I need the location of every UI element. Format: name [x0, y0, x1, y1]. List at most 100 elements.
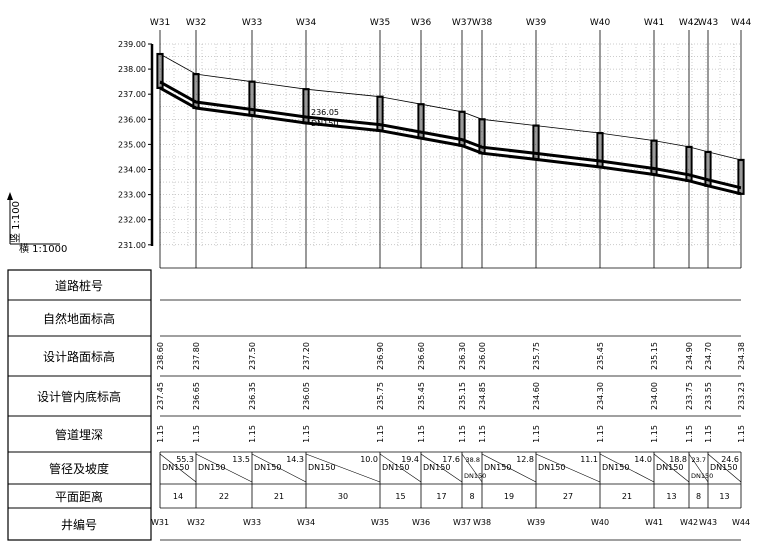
pipe-depth: 1.15	[704, 425, 713, 443]
manhole	[376, 95, 384, 132]
plan-distance: 27	[563, 492, 573, 501]
pipe-depth: 1.15	[532, 425, 541, 443]
pipe-invert-elevation: 234.30	[596, 382, 605, 410]
slope-diagonal	[461, 453, 483, 483]
invert-annotation-level: 236.05	[311, 108, 339, 117]
pipe-profile: 236.05 DN150	[156, 52, 745, 196]
plan-distance: 8	[469, 492, 474, 501]
well-top-label: W43	[698, 18, 718, 28]
plan-distance: 15	[395, 492, 405, 501]
plan-distance: 22	[219, 492, 229, 501]
manhole	[704, 150, 712, 187]
pipe-diameter: DN150	[464, 472, 486, 480]
elevation-tick-label: 232.00	[118, 216, 146, 225]
design-surface-elevation: 234.70	[704, 342, 713, 370]
pipe-depth: 1.15	[458, 425, 467, 443]
manhole	[596, 132, 604, 169]
pipe-slope: 38.8	[466, 456, 480, 464]
vertical-scale: 竖 1:100	[10, 201, 22, 243]
design-surface-elevation: 236.60	[417, 342, 426, 370]
slope-diagonal	[688, 453, 709, 483]
manhole	[156, 52, 164, 90]
pipe-bottom-line	[159, 86, 742, 196]
slope-diagonal	[420, 453, 463, 483]
slope-diagonal	[535, 453, 601, 483]
well-top-label: W36	[411, 18, 432, 28]
elevation-tick-label: 235.00	[118, 140, 146, 149]
well-id: W42	[680, 518, 698, 527]
pipe-diameter: DN150	[254, 463, 281, 472]
pipe-invert-elevation: 236.65	[192, 382, 201, 410]
pipe-slope: 11.1	[580, 455, 598, 464]
elevation-tick-label: 239.00	[118, 40, 146, 49]
slope-diagonal	[599, 453, 655, 483]
pipe-slope: 23.7	[692, 456, 706, 464]
manhole	[192, 73, 200, 110]
scale-bar: 竖 1:100 横 1:1000	[7, 192, 67, 255]
well-top-label: W31	[150, 18, 170, 28]
well-id: W39	[527, 518, 545, 527]
pipe-depth: 1.15	[685, 425, 694, 443]
pipe-depth: 1.15	[192, 425, 201, 443]
elevation-tick-label: 231.00	[118, 241, 146, 250]
elevation-tick-label: 237.00	[118, 90, 146, 99]
row-label: 井编号	[61, 517, 97, 532]
horizontal-scale: 横 1:1000	[19, 242, 67, 255]
pipe-depth: 1.15	[248, 425, 257, 443]
pipe-diameter: DN150	[602, 463, 629, 472]
row-label: 管道埋深	[55, 427, 103, 442]
pipe-top-line	[159, 80, 742, 190]
design-surface-elevation: 235.15	[650, 342, 659, 370]
elevation-tick-label: 236.00	[118, 115, 146, 124]
well-top-label: W32	[186, 18, 206, 28]
slope-diagonal	[195, 453, 253, 483]
well-top-label: W41	[644, 18, 664, 28]
pipe-diameter: DN150	[198, 463, 225, 472]
well-top-label: W39	[526, 18, 547, 28]
well-top-label: W40	[590, 18, 611, 28]
well-id: W33	[243, 518, 261, 527]
design-surface-elevation: 236.90	[376, 342, 385, 370]
plan-distance: 14	[173, 492, 183, 501]
pipe-slope: 18.8	[669, 455, 687, 464]
pipe-diameter: DN150	[382, 463, 409, 472]
design-surface-elevation: 236.30	[458, 342, 467, 370]
pipe-invert-elevation: 233.75	[685, 382, 694, 410]
pipe-slope: 19.4	[401, 455, 419, 464]
pipe-depth: 1.15	[650, 425, 659, 443]
plan-distance: 13	[666, 492, 676, 501]
pipe-slope: 55.3	[176, 455, 194, 464]
slope-diagonal	[707, 453, 742, 483]
pipe-invert-elevation: 233.55	[704, 382, 713, 410]
pipe-slope: 14.0	[634, 455, 652, 464]
plan-distance: 30	[338, 492, 348, 501]
pipe-invert-elevation: 233.23	[737, 382, 746, 410]
slope-diagonal	[653, 453, 690, 483]
pipe-invert-elevation: 234.60	[532, 382, 541, 410]
pipe-invert-elevation: 235.75	[376, 382, 385, 410]
well-id: W32	[187, 518, 205, 527]
plan-distance: 21	[274, 492, 284, 501]
row-label: 设计管内底标高	[37, 389, 121, 404]
pipe-depth: 1.15	[737, 425, 746, 443]
manhole	[650, 139, 658, 176]
manhole	[302, 88, 310, 125]
pipe-slope: 10.0	[360, 455, 378, 464]
elevation-axis: 239.00 238.00 237.00 236.00 235.00 234.00 233.…	[118, 40, 154, 250]
pipe-depth: 1.15	[302, 425, 311, 443]
well-id: W31	[151, 518, 169, 527]
pipe-invert-elevation: 236.05	[302, 382, 311, 410]
design-surface-elevation: 237.80	[192, 342, 201, 370]
pipe-diameter: DN150	[656, 463, 683, 472]
pipe-depth: 1.15	[156, 425, 165, 443]
pipe-invert-elevation: 235.45	[417, 382, 426, 410]
well-top-label: W38	[472, 18, 493, 28]
pipe-diameter: DN150	[484, 463, 511, 472]
well-id: W43	[699, 518, 717, 527]
pipe-slope: 24.6	[721, 455, 739, 464]
pipe-diameter: DN150	[308, 463, 335, 472]
plan-distance: 13	[719, 492, 729, 501]
row-label: 道路桩号	[55, 278, 103, 293]
